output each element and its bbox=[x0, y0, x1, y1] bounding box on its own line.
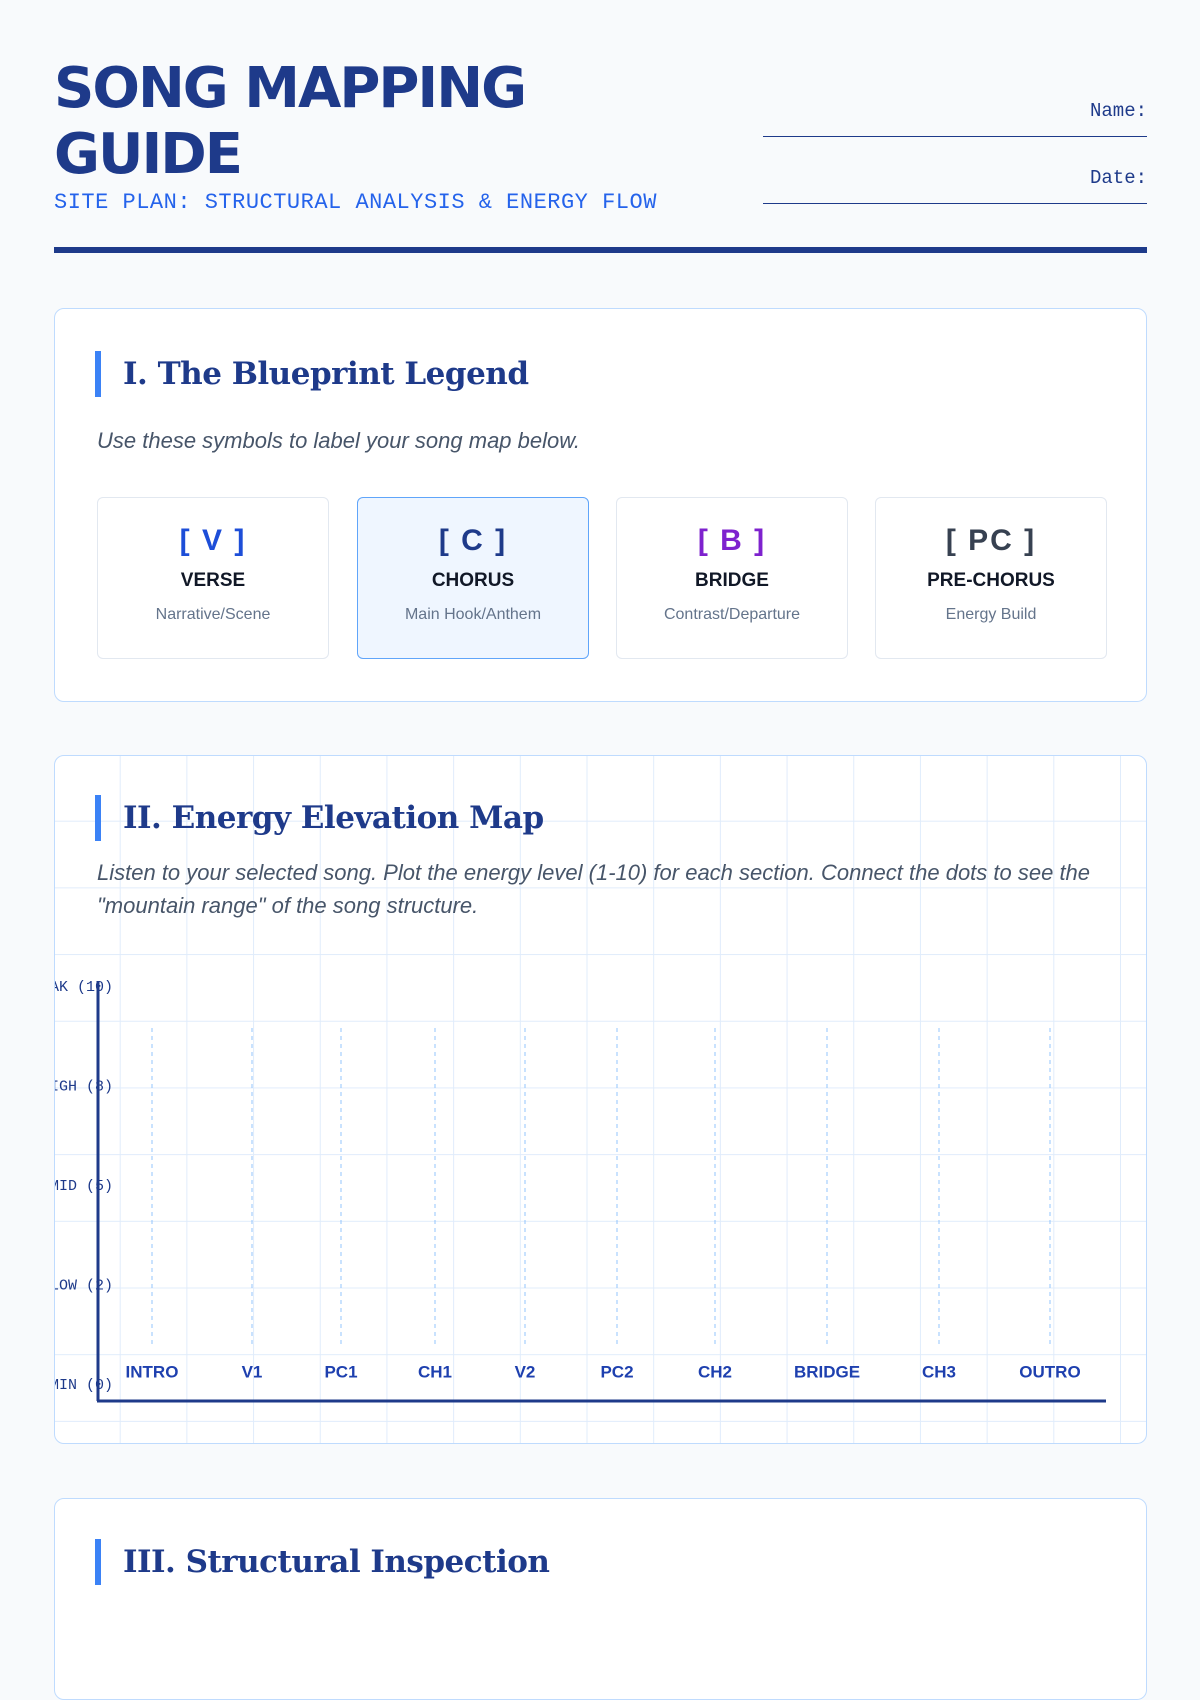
section-label: PC2 bbox=[600, 1362, 633, 1381]
date-field: Date: bbox=[763, 167, 1147, 204]
symbol: [ B ] bbox=[697, 524, 767, 557]
legend-card: I. The Blueprint Legend Use these symbol… bbox=[54, 308, 1147, 702]
energy-card: II. Energy Elevation Map Listen to your … bbox=[54, 755, 1147, 1444]
section-label: V1 bbox=[242, 1362, 263, 1381]
body: SONG MAPPING GUIDE SITE PLAN: STRUCTURAL… bbox=[54, 56, 1147, 1700]
item-description: Contrast/Departure bbox=[663, 606, 801, 623]
level-label: LOW (2) bbox=[55, 1277, 113, 1294]
level-label: HIGH (8) bbox=[55, 1078, 113, 1095]
section-label: INTRO bbox=[126, 1362, 179, 1381]
symbol: [ PC ] bbox=[945, 524, 1037, 557]
subtitle: SITE PLAN: STRUCTURAL ANALYSIS & ENERGY … bbox=[54, 190, 657, 215]
section-label: V2 bbox=[515, 1362, 536, 1381]
item-name: VERSE bbox=[180, 570, 246, 591]
symbol: [ C ] bbox=[438, 524, 508, 557]
legend-item: [ B ] BRIDGE Contrast/Departure bbox=[616, 497, 848, 659]
item-name: BRIDGE bbox=[695, 570, 769, 591]
item-description: Narrative/Scene bbox=[155, 606, 271, 623]
level-label: PEAK (10) bbox=[55, 979, 113, 996]
section-label: BRIDGE bbox=[794, 1362, 860, 1381]
section-label: CH2 bbox=[698, 1362, 732, 1381]
section-label: PC1 bbox=[324, 1362, 357, 1381]
section-title: III. Structural Inspection bbox=[95, 1539, 550, 1585]
item-description: Main Hook/Anthem bbox=[404, 606, 542, 623]
energy-plot: PEAK (10) HIGH (8) MID (5) LOW (2) MIN (0) IN… bbox=[55, 979, 1106, 1403]
title: SONG MAPPING GUIDE bbox=[54, 56, 527, 187]
legend-item: [ C ] CHORUS Main Hook/Anthem bbox=[357, 497, 589, 659]
instructions: Listen to your selected song. Plot the e… bbox=[97, 860, 1091, 918]
page: {"header": {"title": "SONG MAPPING GUIDE… bbox=[54, 56, 1147, 1700]
instructions: Use these symbols to label your song map… bbox=[97, 428, 581, 453]
section-title: II. Energy Elevation Map bbox=[95, 795, 544, 841]
symbol: [ V ] bbox=[179, 524, 247, 557]
legend-item: [ PC ] PRE-CHORUS Energy Build bbox=[875, 497, 1107, 659]
section-title: I. The Blueprint Legend bbox=[95, 351, 529, 397]
header-rule bbox=[54, 247, 1147, 253]
section-label: CH3 bbox=[922, 1362, 956, 1381]
name-field: Name: bbox=[763, 100, 1147, 137]
legend-item: [ V ] VERSE Narrative/Scene bbox=[97, 497, 329, 659]
inspection-card: III. Structural Inspection bbox=[54, 1498, 1147, 1700]
item-name: CHORUS bbox=[431, 570, 515, 591]
section-label: CH1 bbox=[418, 1362, 452, 1381]
level-label: MID (5) bbox=[55, 1178, 113, 1195]
section-label: OUTRO bbox=[1019, 1362, 1080, 1381]
item-name: PRE-CHORUS bbox=[927, 570, 1055, 591]
level-label: MIN (0) bbox=[55, 1377, 113, 1394]
item-description: Energy Build bbox=[945, 606, 1037, 623]
